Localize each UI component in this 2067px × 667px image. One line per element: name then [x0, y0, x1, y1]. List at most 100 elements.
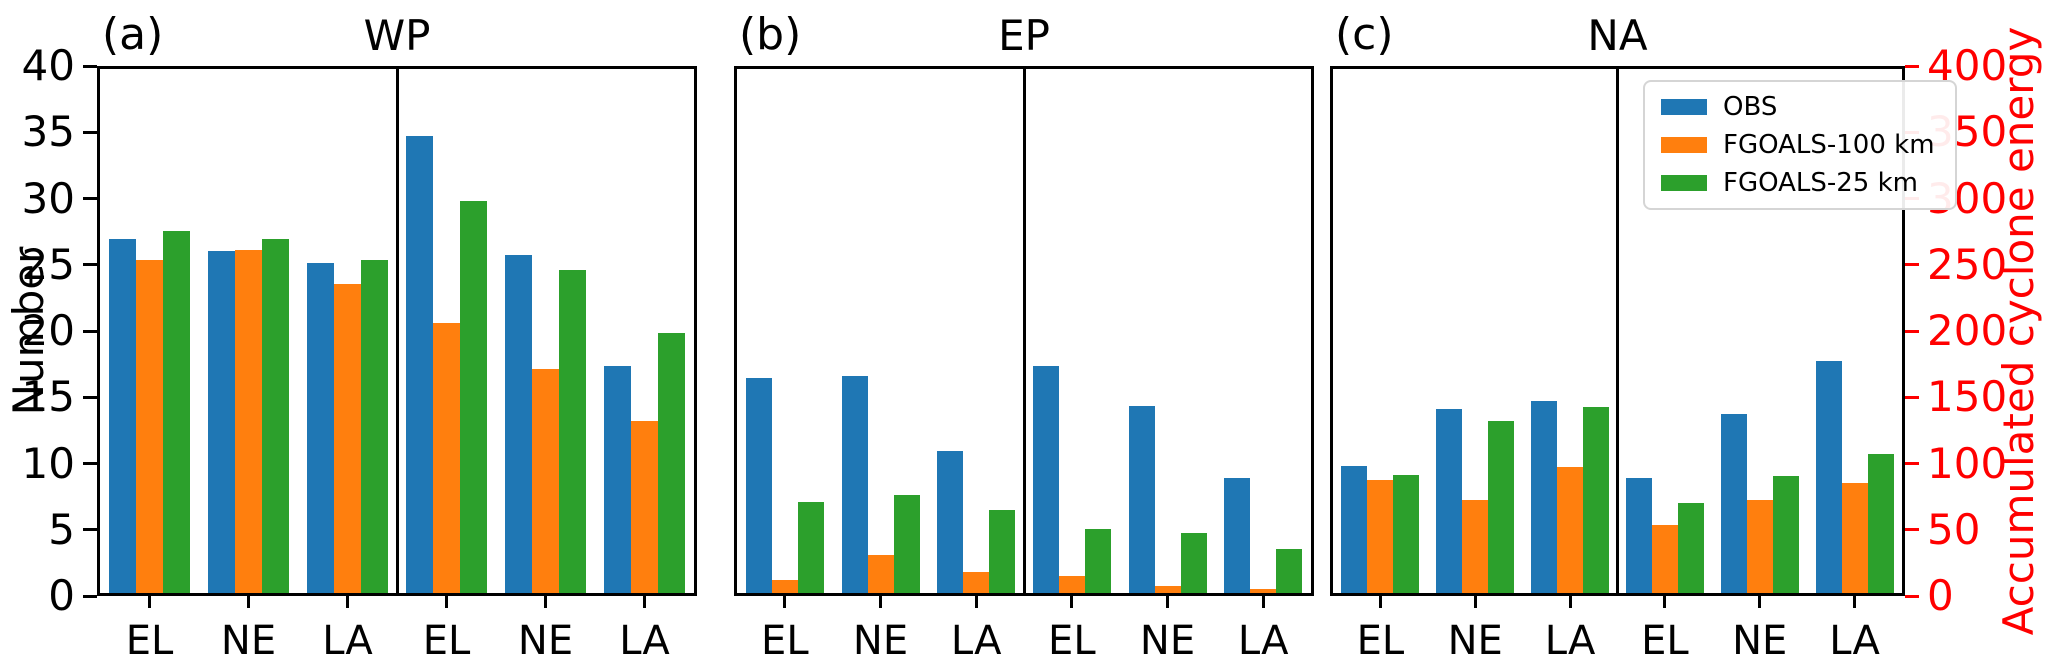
- ace-axis-tick-mark: [1905, 263, 1919, 267]
- bar-group-ne-ace: NE: [1712, 69, 1807, 661]
- x-tick-mark: [1758, 596, 1762, 608]
- bar-fgoals-25-km: [1084, 529, 1111, 593]
- x-tick-mark: [1166, 596, 1169, 608]
- panel-half-ace: EL NE LA: [1024, 69, 1311, 661]
- bar-obs: [307, 263, 334, 593]
- bar-obs: [1815, 361, 1842, 593]
- x-tick-label: LA: [619, 618, 670, 664]
- bar-fgoals-25-km: [989, 510, 1016, 593]
- bar-obs: [1531, 401, 1558, 593]
- x-tick-mark: [1663, 596, 1667, 608]
- number-axis-tick-mark: [83, 64, 97, 68]
- bar-fgoals-25-km: [658, 333, 685, 593]
- x-tick-mark: [544, 596, 547, 608]
- ace-axis-tick-mark: [1905, 594, 1919, 598]
- number-axis-tick-label: 0: [48, 571, 75, 620]
- number-axis-tick-label: 40: [21, 41, 75, 90]
- bar-fgoals-25-km: [797, 502, 824, 593]
- number-axis-tick-mark: [83, 594, 97, 598]
- panel-index-label: (a): [102, 9, 164, 60]
- bar-fgoals-100-km: [136, 260, 163, 593]
- x-tick-mark: [974, 596, 978, 608]
- ace-axis-tick-label: 250: [1927, 239, 2008, 289]
- x-tick-label: LA: [1829, 618, 1880, 664]
- bar-group-ne-number: NE: [199, 69, 298, 661]
- bar-fgoals-100-km: [334, 284, 361, 593]
- fgoals-100km-swatch-icon: [1661, 137, 1707, 153]
- bar-fgoals-25-km: [1583, 407, 1610, 593]
- x-tick-mark: [1378, 596, 1382, 608]
- number-axis-tick-label: 35: [21, 107, 75, 157]
- number-axis-tick-label: 30: [21, 173, 75, 223]
- number-axis-tick-mark: [83, 263, 97, 267]
- bar-group-la-ace: LA: [1215, 69, 1311, 661]
- bar-fgoals-25-km: [559, 270, 586, 593]
- panel-half-number: EL NE LA: [100, 69, 397, 661]
- ace-axis-tick-label: 150: [1927, 372, 2008, 422]
- x-tick-label: EL: [1048, 618, 1096, 664]
- bar-group-la-number: LA: [298, 69, 397, 661]
- panel-divider: [1022, 69, 1026, 593]
- bar-obs: [937, 451, 964, 593]
- x-tick-label: NE: [1447, 618, 1503, 664]
- bar-fgoals-100-km: [1058, 576, 1085, 593]
- number-axis-tick-label: 5: [48, 504, 75, 554]
- bar-group-la-number: LA: [1523, 69, 1618, 661]
- ace-axis-tick-mark: [1905, 462, 1919, 465]
- panel-half-number: EL NE LA: [1333, 69, 1618, 661]
- bar-group-ne-ace: NE: [496, 69, 595, 661]
- number-axis-tick-mark: [83, 197, 97, 200]
- panel-half-ace: EL NE LA: [1618, 69, 1903, 661]
- bar-fgoals-100-km: [631, 421, 658, 593]
- ace-axis-tick-mark: [1905, 329, 1919, 333]
- bar-fgoals-100-km: [532, 369, 559, 593]
- x-tick-mark: [879, 596, 882, 608]
- x-tick-mark: [1853, 596, 1857, 608]
- bar-fgoals-25-km: [262, 239, 289, 593]
- number-axis-tick-mark: [83, 395, 97, 399]
- ace-axis-tick-mark: [1905, 395, 1919, 399]
- ace-axis-tick-label: 200: [1927, 306, 2008, 355]
- panel-ep: (b) EP EL NE LA EL NE LA: [734, 13, 1314, 661]
- bar-group-el-ace: EL: [1618, 69, 1713, 661]
- panel-index-label: (b): [739, 9, 802, 60]
- x-tick-mark: [1261, 596, 1265, 608]
- bar-group-el-ace: EL: [397, 69, 496, 661]
- x-tick-label: EL: [1641, 618, 1689, 664]
- x-tick-mark: [148, 596, 151, 608]
- bar-fgoals-25-km: [1677, 503, 1704, 593]
- bar-fgoals-25-km: [1180, 533, 1207, 593]
- legend-item-fgoals-100km: FGOALS-100 km: [1661, 132, 1935, 158]
- bar-group-la-number: LA: [928, 69, 1024, 661]
- x-tick-label: EL: [1356, 618, 1405, 664]
- x-tick-label: LA: [950, 618, 1002, 664]
- bar-fgoals-100-km: [433, 323, 460, 593]
- bar-fgoals-100-km: [1250, 589, 1277, 593]
- bar-fgoals-100-km: [963, 572, 990, 593]
- x-tick-label: EL: [761, 618, 809, 664]
- bar-fgoals-100-km: [1841, 483, 1868, 593]
- bar-group-ne-ace: NE: [1120, 69, 1216, 661]
- bar-fgoals-25-km: [361, 260, 388, 593]
- bar-obs: [1436, 409, 1463, 593]
- bar-obs: [109, 239, 136, 593]
- bar-group-ne-number: NE: [1428, 69, 1523, 661]
- x-tick-label: NE: [1139, 618, 1196, 664]
- bar-fgoals-100-km: [1462, 500, 1489, 593]
- ace-axis-tick-label: 50: [1927, 504, 1981, 554]
- bar-fgoals-25-km: [1393, 475, 1420, 593]
- number-axis-tick-mark: [83, 528, 97, 532]
- x-tick-label: LA: [322, 618, 373, 664]
- bar-fgoals-100-km: [1154, 586, 1181, 593]
- number-axis-tick-label: 15: [21, 372, 75, 422]
- bar-fgoals-25-km: [1488, 421, 1515, 593]
- bar-fgoals-25-km: [1276, 549, 1303, 593]
- ace-axis-tick-mark: [1905, 528, 1919, 532]
- number-axis-tick-label: 25: [21, 239, 75, 289]
- panel-title: NA: [1587, 11, 1648, 60]
- number-axis-tick-mark: [83, 130, 97, 134]
- panel-index-label: (c): [1335, 9, 1394, 60]
- bar-group-el-ace: EL: [1024, 69, 1120, 661]
- x-tick-mark: [1568, 596, 1572, 608]
